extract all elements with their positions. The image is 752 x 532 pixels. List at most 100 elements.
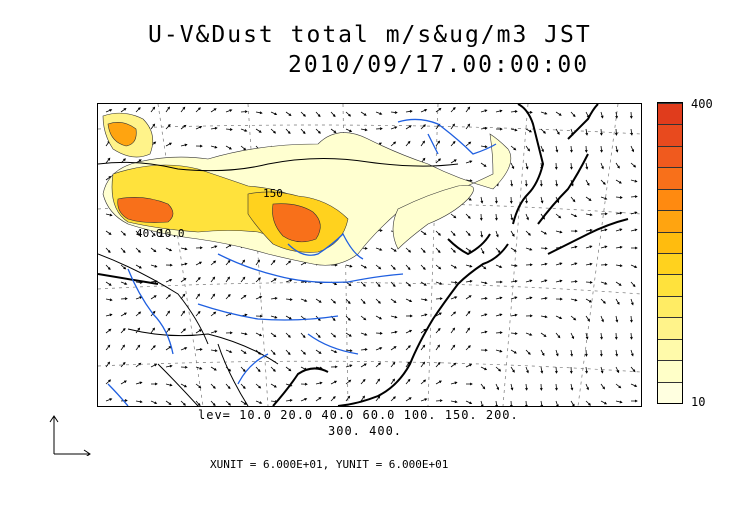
wind-arrow	[180, 383, 188, 388]
wind-arrow	[510, 296, 518, 300]
contour-labels: 150 40.0 10.0	[136, 187, 283, 240]
wind-arrow	[120, 380, 127, 385]
wind-arrow	[420, 247, 426, 254]
wind-arrow	[585, 315, 590, 322]
wind-arrow	[375, 315, 383, 320]
wind-arrow	[630, 366, 636, 373]
wind-arrow	[345, 395, 351, 402]
wind-arrow	[450, 311, 457, 317]
wind-arrow	[150, 230, 156, 237]
wind-arrow	[390, 298, 397, 304]
wind-arrow	[480, 109, 488, 113]
wind-arrow	[450, 381, 458, 385]
wind-arrow	[105, 298, 113, 302]
wind-arrow	[420, 344, 426, 351]
wind-arrow	[180, 400, 186, 406]
contour-levels-line1: lev= 10.0 20.0 40.0 60.0 100. 150. 200.	[198, 408, 519, 422]
wind-arrow	[135, 107, 141, 113]
wind-arrow	[540, 400, 544, 406]
wind-arrow	[285, 279, 293, 283]
wind-arrow	[555, 262, 563, 266]
wind-arrow	[525, 196, 528, 204]
wind-arrow	[105, 344, 111, 351]
wind-arrow	[315, 396, 322, 402]
wind-arrow	[345, 264, 353, 268]
wind-arrow	[510, 213, 514, 221]
wind-arrow	[210, 311, 217, 317]
wind-arrow	[480, 126, 488, 130]
wind-arrow	[135, 327, 141, 334]
wind-arrow	[540, 262, 548, 266]
wind-arrow	[435, 247, 441, 254]
colorbar-step	[658, 103, 682, 125]
wind-arrow	[270, 332, 277, 338]
wind-arrow	[105, 398, 113, 402]
wind-arrow	[225, 400, 231, 406]
wind-arrow	[465, 400, 473, 405]
wind-arrow	[405, 345, 411, 351]
wind-arrow	[195, 277, 201, 283]
wind-arrow	[135, 344, 141, 351]
wind-arrow	[614, 128, 618, 136]
wind-arrow	[105, 313, 113, 317]
colorbar-step	[658, 231, 682, 253]
wind-arrow	[510, 162, 515, 170]
wind-arrow	[345, 128, 353, 133]
wind-arrow	[165, 278, 173, 283]
wind-arrow	[315, 381, 323, 385]
wind-arrow	[450, 327, 456, 334]
wind-arrow	[375, 362, 382, 368]
wind-arrow	[390, 396, 396, 402]
wind-arrow	[465, 295, 472, 300]
wind-arrow	[300, 128, 306, 135]
wind-arrow	[600, 162, 604, 170]
wind-arrow	[105, 230, 112, 235]
wind-arrow	[210, 276, 216, 283]
wind-arrow	[135, 247, 141, 253]
wind-arrow	[585, 245, 593, 249]
wind-arrow	[600, 332, 603, 340]
wind-arrow	[195, 348, 203, 351]
wind-arrow	[330, 128, 337, 134]
wind-arrow	[165, 263, 173, 267]
contour-label-150: 150	[263, 187, 283, 200]
wind-arrow	[570, 213, 578, 218]
wind-arrow	[555, 179, 559, 187]
wind-arrow	[524, 179, 528, 187]
wind-arrow	[270, 128, 277, 134]
wind-arrow	[225, 109, 233, 113]
wind-arrow	[105, 264, 111, 270]
wind-arrow	[435, 281, 443, 285]
wind-arrow	[435, 107, 442, 113]
wind-arrow	[510, 383, 514, 391]
wind-arrow	[105, 109, 113, 113]
wind-arrow	[570, 111, 576, 118]
wind-arrow	[465, 160, 473, 164]
wind-arrow	[345, 315, 351, 321]
wind-arrow	[285, 332, 291, 338]
wind-arrow	[630, 349, 634, 357]
wind-arrow	[480, 297, 488, 300]
wind-arrow	[420, 361, 426, 368]
wind-arrow	[630, 195, 638, 198]
wind-arrow	[375, 378, 381, 385]
wind-arrow	[360, 281, 366, 287]
wind-arrow	[105, 361, 111, 368]
wind-arrow	[555, 349, 559, 357]
wind-arrow	[225, 259, 231, 266]
wind-arrow	[165, 106, 170, 113]
colorbar-step	[658, 317, 682, 339]
wind-arrow	[330, 111, 336, 118]
wind-arrow	[540, 145, 544, 153]
wind-arrow	[539, 383, 543, 391]
wind-arrow	[210, 400, 216, 406]
colorbar-step	[658, 210, 682, 232]
wind-arrow	[315, 332, 321, 339]
wind-arrow	[360, 363, 367, 368]
wind-arrow	[630, 162, 637, 168]
wind-arrow	[630, 228, 638, 232]
reference-vector-up-icon	[49, 415, 59, 454]
wind-arrow	[420, 230, 427, 235]
wind-arrow	[105, 213, 113, 217]
wind-arrow	[510, 145, 517, 151]
